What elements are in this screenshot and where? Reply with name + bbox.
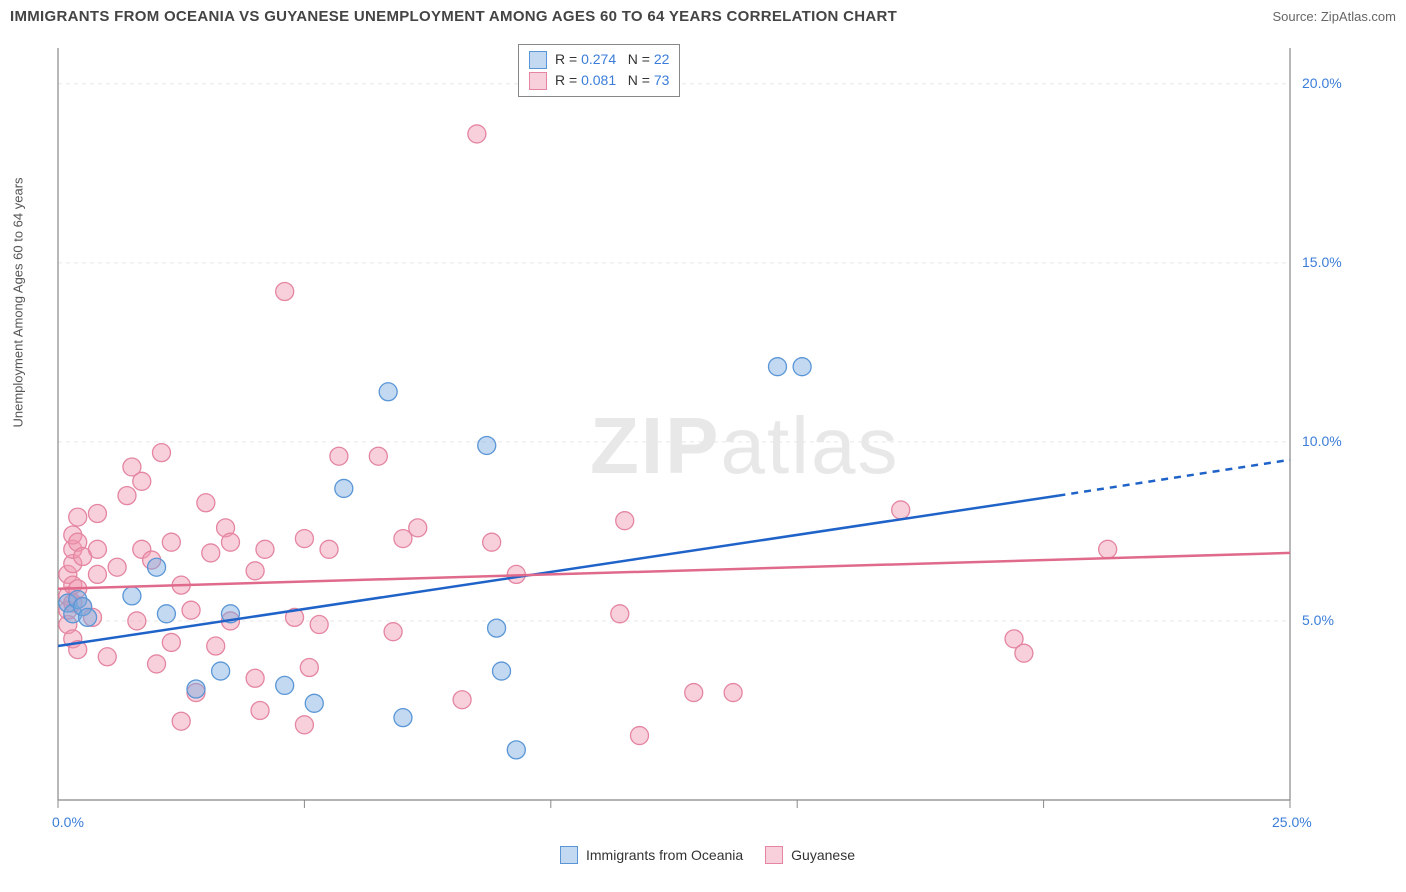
source-prefix: Source: — [1272, 9, 1320, 24]
y-tick-label: 20.0% — [1302, 75, 1342, 91]
series-legend: Immigrants from Oceania Guyanese — [560, 846, 855, 864]
source-link[interactable]: ZipAtlas.com — [1321, 9, 1396, 24]
series-legend-label: Immigrants from Oceania — [586, 847, 743, 863]
source-attribution: Source: ZipAtlas.com — [1272, 9, 1396, 24]
y-tick-label: 15.0% — [1302, 254, 1342, 270]
legend-row: R = 0.081 N = 73 — [529, 70, 669, 91]
x-tick-label: 0.0% — [52, 814, 84, 830]
legend-swatch-icon — [529, 72, 547, 90]
series-legend-label: Guyanese — [791, 847, 855, 863]
series-legend-item: Immigrants from Oceania — [560, 846, 743, 864]
chart-title: IMMIGRANTS FROM OCEANIA VS GUYANESE UNEM… — [10, 8, 897, 25]
series-legend-item: Guyanese — [765, 846, 855, 864]
legend-stats: R = 0.274 N = 22 — [555, 49, 669, 70]
scatter-plot — [50, 40, 1350, 830]
y-axis-label: Unemployment Among Ages 60 to 64 years — [11, 177, 26, 427]
y-tick-label: 5.0% — [1302, 612, 1334, 628]
legend-swatch-icon — [765, 846, 783, 864]
legend-row: R = 0.274 N = 22 — [529, 49, 669, 70]
x-tick-label: 25.0% — [1272, 814, 1312, 830]
legend-stats: R = 0.081 N = 73 — [555, 70, 669, 91]
legend-swatch-icon — [560, 846, 578, 864]
legend-swatch-icon — [529, 51, 547, 69]
y-tick-label: 10.0% — [1302, 433, 1342, 449]
correlation-legend: R = 0.274 N = 22R = 0.081 N = 73 — [518, 44, 680, 97]
title-bar: IMMIGRANTS FROM OCEANIA VS GUYANESE UNEM… — [10, 8, 1396, 25]
